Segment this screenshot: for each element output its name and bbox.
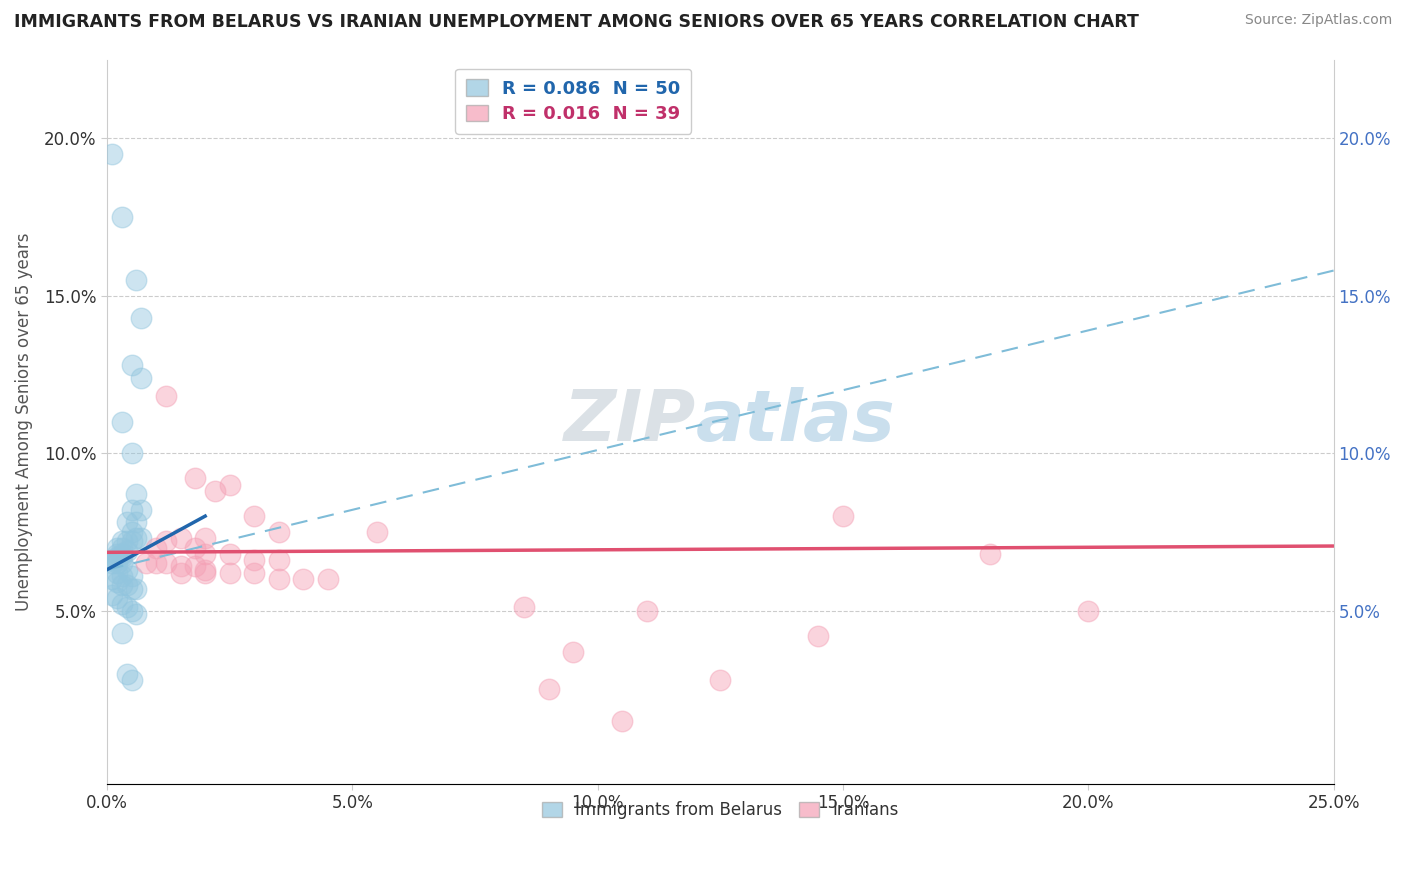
Point	[105, 557, 128, 571]
Point	[111, 534, 134, 549]
Point	[155, 389, 177, 403]
Point	[169, 566, 191, 580]
Point	[169, 531, 191, 545]
Point	[194, 563, 217, 577]
Point	[101, 553, 124, 567]
Point	[184, 541, 207, 555]
Point	[204, 483, 226, 498]
Point	[169, 559, 191, 574]
Point	[101, 572, 124, 586]
Point	[194, 566, 217, 580]
Text: atlas: atlas	[696, 387, 896, 456]
Point	[101, 147, 124, 161]
Text: ZIP: ZIP	[564, 387, 696, 456]
Point	[121, 582, 143, 596]
Point	[115, 516, 138, 530]
Point	[115, 666, 138, 681]
Y-axis label: Unemployment Among Seniors over 65 years: Unemployment Among Seniors over 65 years	[15, 233, 32, 611]
Point	[184, 471, 207, 485]
Point	[194, 531, 217, 545]
Point	[218, 477, 240, 491]
Point	[832, 509, 855, 524]
Text: IMMIGRANTS FROM BELARUS VS IRANIAN UNEMPLOYMENT AMONG SENIORS OVER 65 YEARS CORR: IMMIGRANTS FROM BELARUS VS IRANIAN UNEMP…	[14, 13, 1139, 31]
Point	[105, 553, 128, 567]
Point	[125, 487, 148, 501]
Point	[243, 553, 266, 567]
Point	[1077, 603, 1099, 617]
Point	[105, 575, 128, 590]
Point	[105, 541, 128, 555]
Point	[145, 541, 167, 555]
Point	[709, 673, 731, 687]
Point	[121, 534, 143, 549]
Point	[366, 524, 388, 539]
Point	[125, 516, 148, 530]
Point	[125, 607, 148, 621]
Point	[111, 549, 134, 564]
Point	[105, 591, 128, 605]
Point	[111, 547, 134, 561]
Point	[111, 597, 134, 611]
Point	[292, 572, 315, 586]
Point	[155, 557, 177, 571]
Point	[115, 563, 138, 577]
Point	[243, 509, 266, 524]
Point	[111, 578, 134, 592]
Text: Source: ZipAtlas.com: Source: ZipAtlas.com	[1244, 13, 1392, 28]
Point	[131, 370, 153, 384]
Point	[979, 547, 1001, 561]
Point	[125, 531, 148, 545]
Point	[145, 557, 167, 571]
Point	[111, 415, 134, 429]
Point	[562, 644, 585, 658]
Legend: Immigrants from Belarus, Iranians: Immigrants from Belarus, Iranians	[536, 795, 905, 826]
Point	[101, 557, 124, 571]
Point	[184, 559, 207, 574]
Point	[121, 524, 143, 539]
Point	[111, 569, 134, 583]
Point	[111, 541, 134, 555]
Point	[121, 569, 143, 583]
Point	[111, 210, 134, 224]
Point	[111, 625, 134, 640]
Point	[155, 534, 177, 549]
Point	[267, 572, 290, 586]
Point	[125, 273, 148, 287]
Point	[807, 629, 830, 643]
Point	[135, 557, 157, 571]
Point	[218, 547, 240, 561]
Point	[131, 310, 153, 325]
Point	[636, 603, 658, 617]
Point	[105, 566, 128, 580]
Point	[121, 358, 143, 372]
Point	[105, 547, 128, 561]
Point	[218, 566, 240, 580]
Point	[612, 714, 634, 728]
Point	[243, 566, 266, 580]
Point	[121, 446, 143, 460]
Point	[115, 600, 138, 615]
Point	[537, 682, 560, 697]
Point	[121, 673, 143, 687]
Point	[131, 503, 153, 517]
Point	[125, 582, 148, 596]
Point	[194, 547, 217, 561]
Point	[115, 534, 138, 549]
Point	[105, 549, 128, 564]
Point	[121, 503, 143, 517]
Point	[115, 578, 138, 592]
Point	[513, 600, 536, 615]
Point	[121, 603, 143, 617]
Point	[131, 531, 153, 545]
Point	[115, 543, 138, 558]
Point	[267, 553, 290, 567]
Point	[101, 588, 124, 602]
Point	[267, 524, 290, 539]
Point	[316, 572, 339, 586]
Point	[111, 557, 134, 571]
